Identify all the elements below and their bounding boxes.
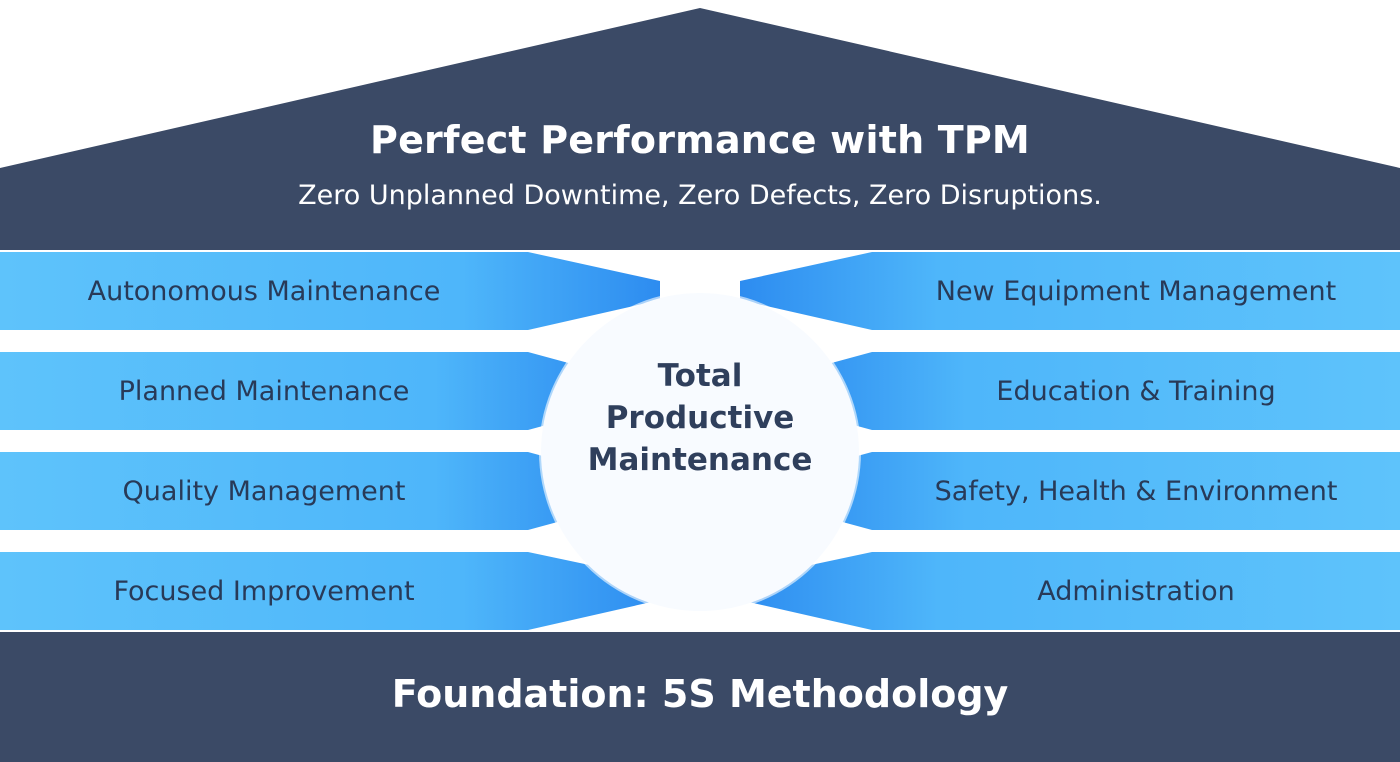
left-pillars-group	[0, 252, 660, 630]
hub-circle	[541, 293, 859, 611]
roof-title: Perfect Performance with TPM	[370, 118, 1030, 162]
foundation-label: Foundation: 5S Methodology	[391, 672, 1009, 716]
pillar-education-training: Education & Training	[996, 376, 1276, 407]
pillar-new-equipment-management: New Equipment Management	[935, 276, 1337, 307]
left-pillar-bar-3	[0, 452, 620, 530]
hub-label-line-2: Productive	[605, 400, 795, 436]
pillar-planned-maintenance: Planned Maintenance	[118, 376, 410, 407]
pillar-quality-management: Quality Management	[122, 476, 406, 507]
pillar-administration: Administration	[1037, 576, 1235, 607]
left-pillar-bar-1	[0, 252, 660, 330]
right-pillar-bar-1	[740, 252, 1400, 330]
hub-label-line-1: Total	[657, 358, 743, 394]
right-pillar-bar-4	[740, 552, 1400, 630]
hub-label: Total Productive Maintenance	[541, 355, 859, 481]
right-pillar-bar-2	[780, 352, 1400, 430]
right-pillars-group	[740, 252, 1400, 630]
left-pillar-bar-2	[0, 352, 620, 430]
pillar-focused-improvement: Focused Improvement	[113, 576, 415, 607]
pillar-safety-health-environment: Safety, Health & Environment	[934, 476, 1338, 507]
pillar-autonomous-maintenance: Autonomous Maintenance	[87, 276, 441, 307]
right-pillar-bar-3	[780, 452, 1400, 530]
roof-subtitle: Zero Unplanned Downtime, Zero Defects, Z…	[298, 180, 1102, 211]
left-pillar-bar-4	[0, 552, 660, 630]
hub-label-line-3: Maintenance	[587, 442, 813, 478]
